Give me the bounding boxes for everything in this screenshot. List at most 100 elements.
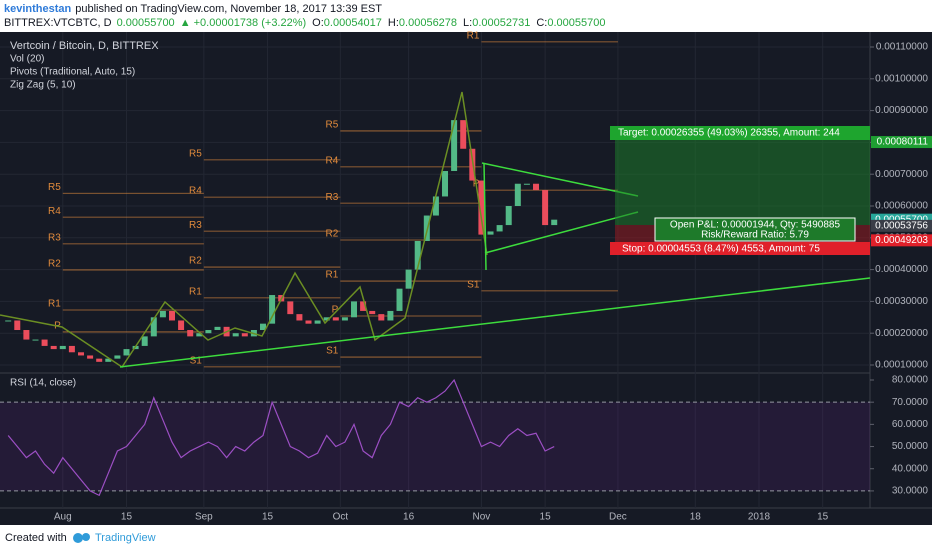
pivot-label: R3 <box>189 220 202 231</box>
candle <box>32 339 39 341</box>
trend-line[interactable] <box>119 277 871 368</box>
price-badge <box>871 219 932 232</box>
pivot-label: S1 <box>190 356 203 367</box>
candle <box>542 190 549 226</box>
quote-part: ▲ +0.00001738 (+3.22%) <box>180 17 306 29</box>
candle <box>451 120 458 172</box>
pivot-label: S1 <box>326 346 339 357</box>
x-tick-label: 2018 <box>748 512 771 523</box>
pivot-label: P <box>332 305 339 316</box>
pivot-label: R1 <box>467 31 480 42</box>
candle <box>405 269 412 289</box>
pivot-label: R2 <box>189 256 202 267</box>
y-tick-label: 30.0000 <box>892 486 929 497</box>
candle <box>469 148 476 181</box>
ratio-text: Risk/Reward Ratio: 5.79 <box>701 230 809 241</box>
legend-entry: Pivots (Traditional, Auto, 15) <box>10 67 135 78</box>
stop-text: Stop: 0.00004553 (8.47%) 4553, Amount: 7… <box>622 244 820 255</box>
price-badge-label: 0.00055700 <box>875 214 928 225</box>
y-tick-label: 0.00040000 <box>875 264 928 275</box>
price-badge <box>871 234 932 247</box>
candle <box>514 183 521 206</box>
x-tick-label: Oct <box>333 512 349 523</box>
y-tick-label: 0.00030000 <box>875 296 928 307</box>
candle <box>232 333 239 337</box>
target-zone[interactable] <box>615 128 870 225</box>
candle <box>387 310 394 321</box>
candle <box>323 317 330 321</box>
pivot-label: R5 <box>48 182 61 193</box>
x-tick-label: Sep <box>195 512 213 523</box>
footer-text: Created with <box>5 532 67 544</box>
quote-part: C: <box>536 17 547 29</box>
candle <box>505 206 512 226</box>
candle <box>269 295 276 324</box>
trend-line[interactable] <box>483 162 487 271</box>
pivot-label: R3 <box>326 192 339 203</box>
rsi-line <box>7 378 555 497</box>
legend-entry: Vertcoin / Bitcoin, D, BITTREX <box>10 40 159 52</box>
candle <box>487 231 494 235</box>
legend-entry: Vol (20) <box>10 54 44 65</box>
candle <box>533 183 540 191</box>
rsi-title: RSI (14, close) <box>10 378 76 389</box>
y-tick-label: 0.00020000 <box>875 328 928 339</box>
x-tick-label: 15 <box>121 512 133 523</box>
candle <box>287 301 294 315</box>
price-badge-label: 0.00049203 <box>875 235 928 246</box>
candle <box>214 326 221 331</box>
candle <box>196 333 203 337</box>
pivot-label: R2 <box>326 229 339 240</box>
price-badge-label: 0.00080111 <box>877 137 929 148</box>
y-tick-label: 0.00060000 <box>875 201 928 212</box>
stop-box <box>610 242 870 255</box>
trend-line[interactable] <box>481 162 639 197</box>
candle <box>5 320 12 322</box>
pivot-label: R2 <box>48 259 61 270</box>
published: published on TradingView.com, November 1… <box>75 3 382 15</box>
legend-entry: Zig Zag (5, 10) <box>10 80 76 91</box>
candle <box>523 183 530 185</box>
pivot-label: R3 <box>48 232 61 243</box>
y-tick-label: 0.00110000 <box>876 42 929 53</box>
candle <box>68 345 75 353</box>
candle <box>460 120 467 149</box>
pivot-label: S1 <box>467 280 480 291</box>
candle <box>150 317 157 337</box>
x-tick-label: 18 <box>690 512 702 523</box>
target-box <box>610 126 870 140</box>
y-tick-label: 0.00090000 <box>875 105 928 116</box>
brand[interactable]: TradingView <box>95 532 156 544</box>
y-tick-label: 80.0000 <box>892 375 929 386</box>
candle <box>168 310 175 321</box>
candle <box>87 355 94 359</box>
quote-part: H: <box>388 17 399 29</box>
candle <box>314 320 321 324</box>
candle <box>260 323 267 331</box>
pivot-label: R4 <box>189 186 202 197</box>
candle <box>59 345 66 350</box>
pivot-label: R1 <box>48 299 61 310</box>
quote-part: 0.00056278 <box>399 17 457 29</box>
x-tick-label: 15 <box>817 512 829 523</box>
candle <box>442 171 449 197</box>
logo <box>73 533 83 543</box>
candle <box>496 225 503 232</box>
quote-line: BITTREX:VTCBTC, D 0.00055700 ▲ +0.00001738… <box>4 17 605 29</box>
author[interactable]: kevinthestan <box>4 3 72 15</box>
candle <box>23 330 30 340</box>
candle <box>178 320 185 331</box>
candle <box>423 215 430 241</box>
quote-part: 0.00052731 <box>472 17 530 29</box>
pivot-label: R5 <box>326 120 339 131</box>
candle <box>432 196 439 216</box>
y-tick-label: 40.0000 <box>892 463 929 474</box>
candle <box>360 301 367 311</box>
y-tick-label: 60.0000 <box>892 419 929 430</box>
trend-line[interactable] <box>484 211 639 254</box>
candle <box>205 330 212 334</box>
y-tick-label: 0.00070000 <box>875 169 928 180</box>
quote-part: L: <box>463 17 472 29</box>
quote-part: BITTREX:VTCBTC, D <box>4 17 112 29</box>
